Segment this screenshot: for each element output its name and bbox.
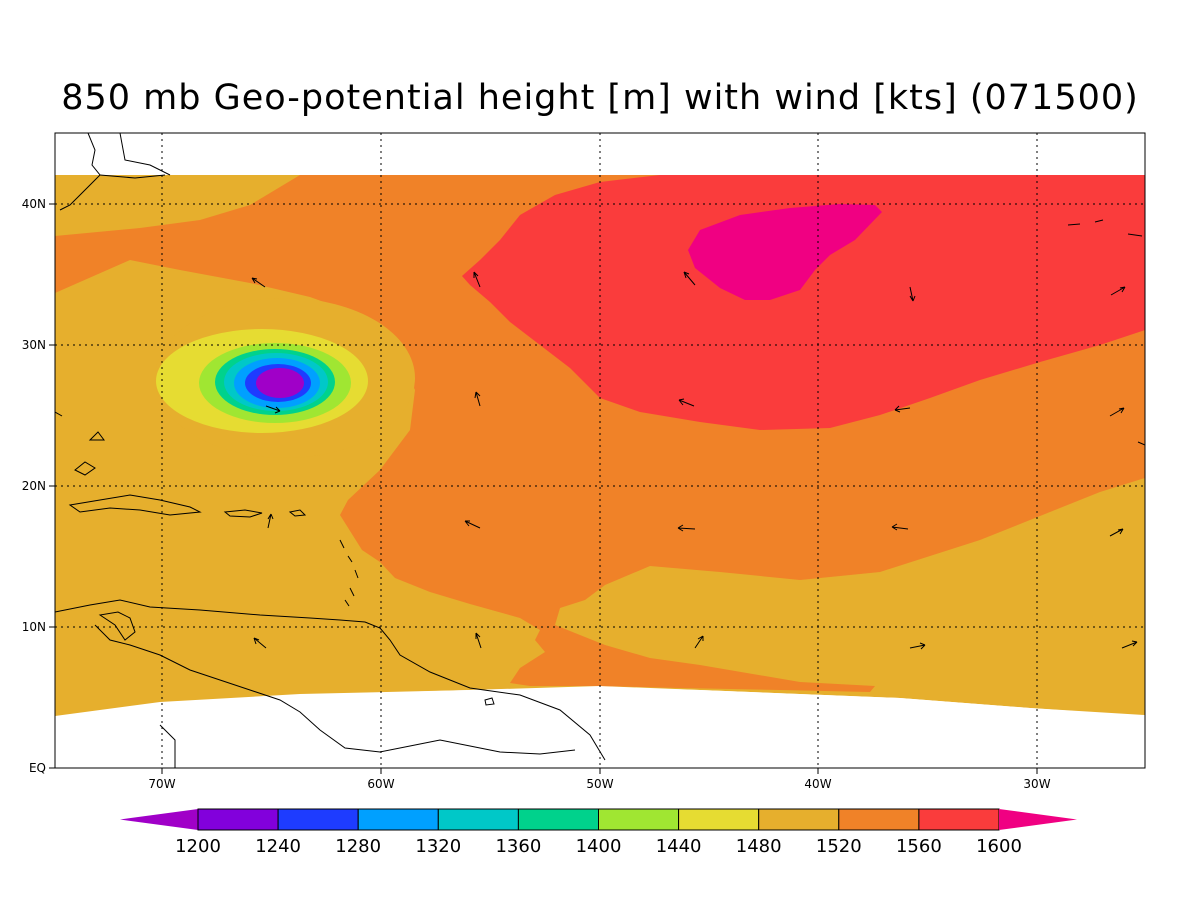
wind-arrow [473,271,481,288]
lon-label: 70W [148,777,175,791]
lat-label: 10N [22,620,46,634]
colorbar-swatch [598,808,680,831]
colorbar-label: 1400 [576,836,622,857]
contour-1480-1520-patch [55,175,300,236]
height-field [55,133,1145,768]
colorbar-swatch [918,808,1000,831]
colorbar-swatch [678,808,760,831]
lat-label: EQ [29,761,46,775]
map-title: 850 mb Geo-potential height [m] with win… [61,78,1139,118]
lat-labels: EQ 10N 20N 30N 40N [22,197,46,775]
lon-label: 50W [586,777,613,791]
wind-arrow [251,277,266,288]
wind-arrow [267,513,274,529]
wind-arrow [694,635,704,649]
colorbar-swatch [437,808,519,831]
contour-1560-1600 [462,175,1145,430]
colorbar-swatch [197,808,279,831]
wind-arrow [474,391,481,407]
wind-arrow [253,637,267,649]
colorbar-label: 1240 [255,836,301,857]
colorbar-right-arrow [999,809,1077,830]
wind-arrow [1109,528,1124,537]
wind-arrow [683,271,696,286]
wind-arrow [1121,640,1138,649]
contour-gt-1600 [688,204,882,300]
wind-arrow [909,642,926,650]
colorbar-swatch [758,808,840,831]
lat-label: 30N [22,338,46,352]
wind-arrow [464,520,481,529]
colorbar-left-arrow [120,809,198,830]
wind-arrow [677,524,696,532]
lon-label: 30W [1023,777,1050,791]
wind-arrow [678,398,695,407]
wind-arrow [475,632,482,649]
colorbar-label: 1560 [896,836,942,857]
lon-label: 60W [367,777,394,791]
coastlines [55,133,1145,768]
lon-labels: 70W 60W 50W 40W 30W [148,777,1050,791]
colorbar-swatch [838,808,920,831]
grid-lines [55,133,1145,768]
colorbar-label: 1480 [736,836,782,857]
lat-label: 20N [22,479,46,493]
lon-label: 40W [804,777,831,791]
colorbar-swatch [357,808,439,831]
wind-arrow [1109,407,1125,417]
colorbar-label: 1200 [175,836,221,857]
wind-vectors [251,271,1138,650]
wind-arrow [265,405,281,414]
wind-arrow [894,405,911,413]
colorbar-label: 1600 [976,836,1022,857]
low-pressure-center [155,298,415,458]
colorbar-label: 1360 [495,836,541,857]
tick-marks [49,203,1038,774]
colorbar-label: 1320 [415,836,461,857]
colorbar-label: 1280 [335,836,381,857]
wind-arrow [1110,286,1126,296]
wind-arrow [909,286,916,302]
colorbar: 1200 1240 1280 1320 1360 1400 1440 1480 1520 1560… [120,808,1077,857]
wind-arrow [891,523,909,531]
colorbar-swatch [277,808,359,831]
colorbar-label: 1440 [656,836,702,857]
lat-label: 40N [22,197,46,211]
colorbar-swatch [517,808,600,831]
colorbar-label: 1520 [816,836,862,857]
